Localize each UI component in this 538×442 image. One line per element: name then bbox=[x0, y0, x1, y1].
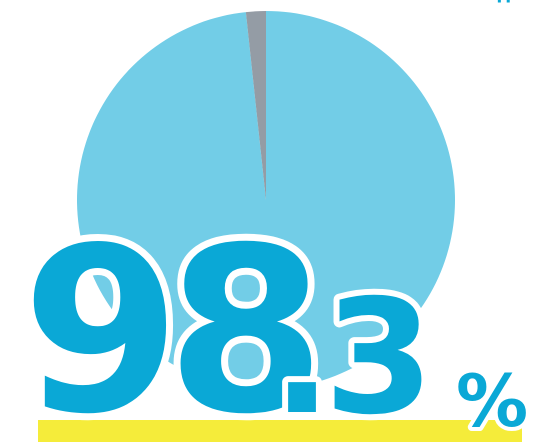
big-number: 98 .3 % bbox=[15, 191, 532, 442]
pie-slices bbox=[76, 11, 456, 390]
big-number-decimal: .3 bbox=[272, 266, 426, 442]
pie-slice-minor bbox=[245, 11, 266, 200]
highlight-bar bbox=[38, 420, 522, 442]
big-number-integer: 98 bbox=[22, 198, 312, 442]
big-number-unit: % bbox=[456, 359, 528, 442]
pie-slice-major bbox=[76, 11, 456, 390]
